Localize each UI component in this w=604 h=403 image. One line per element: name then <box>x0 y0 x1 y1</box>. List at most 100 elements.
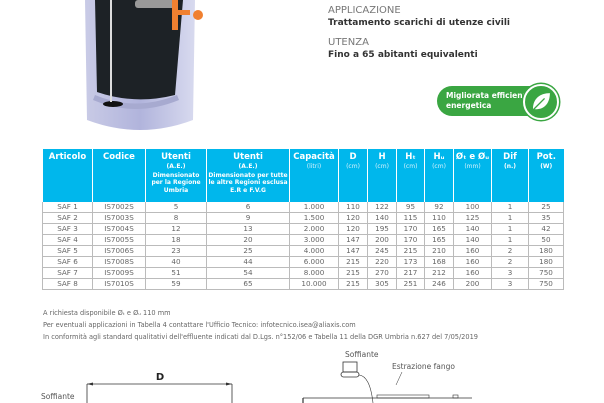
table-cell: SAF 7 <box>42 267 93 280</box>
table-cell: 212 <box>424 267 454 280</box>
note: Per eventuali applicazioni in Tabella 4 … <box>43 321 356 329</box>
table-cell: IS7004S <box>92 223 146 236</box>
column-header: Capacità (litri) <box>289 149 339 202</box>
table-cell: 147 <box>338 245 368 258</box>
table-cell: 750 <box>528 267 564 280</box>
column-header: Codice <box>92 149 146 202</box>
table-cell: 160 <box>453 256 492 269</box>
table-cell: 180 <box>528 256 564 269</box>
table-cell: 215 <box>338 267 368 280</box>
table-cell: SAF 6 <box>42 256 93 269</box>
table-cell: SAF 2 <box>42 212 93 225</box>
product-table: Articolo Codice Utenti (A.E.) Dimensionato p… <box>42 149 564 291</box>
table-cell: 3.000 <box>289 234 339 247</box>
note: A richiesta disponibile Øₜ e Øᵤ 110 mm <box>43 309 171 317</box>
table-cell: 1.500 <box>289 212 339 225</box>
table-cell: 140 <box>367 212 397 225</box>
table-cell: 3 <box>491 267 529 280</box>
table-cell: 25 <box>206 245 290 258</box>
table-cell: 23 <box>145 245 207 258</box>
notes: A richiesta disponibile Øₜ e Øᵤ 110 mm P… <box>43 307 478 343</box>
table-cell: 35 <box>528 212 564 225</box>
dimension-label-d: D <box>156 372 164 383</box>
table-cell: 42 <box>528 223 564 236</box>
column-header: D (cm) <box>338 149 368 202</box>
column-header: H (cm) <box>367 149 397 202</box>
table-cell: 10.000 <box>289 278 339 291</box>
header-title: Hᵤ <box>433 152 445 162</box>
table-cell: 215 <box>396 245 425 258</box>
table-cell: 140 <box>453 234 492 247</box>
header-title: D <box>349 152 357 162</box>
table-row: SAF 3 IS7004S 12 13 2.000 120 195 170 165 140 1 42 <box>42 223 564 236</box>
table-cell: 125 <box>453 212 492 225</box>
table-cell: 51 <box>145 267 207 280</box>
table-cell: 195 <box>367 223 397 236</box>
table-cell: 50 <box>528 234 564 247</box>
table-cell: SAF 8 <box>42 278 93 291</box>
table-cell: 5 <box>145 202 207 214</box>
table-cell: 3 <box>491 278 529 291</box>
table-cell: 170 <box>396 234 425 247</box>
table-cell: 6.000 <box>289 256 339 269</box>
table-cell: 8 <box>145 212 207 225</box>
note: In conformità agli standard qualitativi … <box>43 333 478 341</box>
table-cell: 25 <box>528 202 564 214</box>
leaf-icon <box>523 84 559 120</box>
header-title: H <box>378 152 386 162</box>
table-cell: 110 <box>424 212 454 225</box>
table-cell: IS7010S <box>92 278 146 291</box>
table-cell: 305 <box>367 278 397 291</box>
column-header: Articolo <box>42 149 93 202</box>
table-cell: 1 <box>491 212 529 225</box>
table-cell: 180 <box>528 245 564 258</box>
table-cell: 8.000 <box>289 267 339 280</box>
table-cell: 750 <box>528 278 564 291</box>
badge-line1: Migliorata efficienza <box>446 91 533 100</box>
table-cell: 1 <box>491 202 529 214</box>
header-title: Hₜ <box>405 152 416 162</box>
table-cell: 245 <box>367 245 397 258</box>
header-unit: (cm) <box>375 163 389 170</box>
table-cell: 1.000 <box>289 202 339 214</box>
table-cell: 115 <box>396 212 425 225</box>
table-cell: 59 <box>145 278 207 291</box>
table-cell: 168 <box>424 256 454 269</box>
table-cell: 1 <box>491 234 529 247</box>
table-cell: 147 <box>338 234 368 247</box>
table-cell: 165 <box>424 223 454 236</box>
table-cell: 215 <box>338 278 368 291</box>
table-cell: IS7006S <box>92 245 146 258</box>
header-title: Dif <box>503 152 517 162</box>
header-sub: (W) <box>540 163 553 170</box>
table-cell: 140 <box>453 223 492 236</box>
table-cell: 20 <box>206 234 290 247</box>
header-desc: Dimensionato per la Regione Umbria <box>151 171 201 194</box>
header-title: Capacità <box>293 152 335 162</box>
header-title: Pot. <box>536 152 556 162</box>
header-title: Articolo <box>48 152 87 162</box>
table-cell: 9 <box>206 212 290 225</box>
table-cell: 44 <box>206 256 290 269</box>
table-cell: 246 <box>424 278 454 291</box>
sludge-label: Estrazione fango <box>392 362 455 371</box>
table-cell: SAF 3 <box>42 223 93 236</box>
table-cell: 173 <box>396 256 425 269</box>
blower-label-left: Soffiante <box>40 392 76 401</box>
header-unit: (litri) <box>306 163 322 170</box>
table-cell: 122 <box>367 202 397 214</box>
header-sub: (n.) <box>503 163 517 170</box>
table-row: SAF 6 IS7008S 40 44 6.000 215 220 173 168 160 2 180 <box>42 256 564 269</box>
column-header: Øₜ e Øᵤ (mm) <box>453 149 492 202</box>
column-header: Hₜ (cm) <box>396 149 425 202</box>
table-cell: 210 <box>424 245 454 258</box>
table-cell: 1 <box>491 223 529 236</box>
header-unit: (cm) <box>403 163 418 170</box>
column-header: Dif (n.) <box>491 149 529 202</box>
table-cell: 200 <box>367 234 397 247</box>
table-row: SAF 7 IS7009S 51 54 8.000 215 270 217 212 160 3 750 <box>42 267 564 280</box>
table-cell: IS7002S <box>92 202 146 214</box>
table-cell: 270 <box>367 267 397 280</box>
table-row: SAF 8 IS7010S 59 65 10.000 215 305 251 246 200 3 75… <box>42 278 564 291</box>
table-cell: 92 <box>424 202 454 214</box>
